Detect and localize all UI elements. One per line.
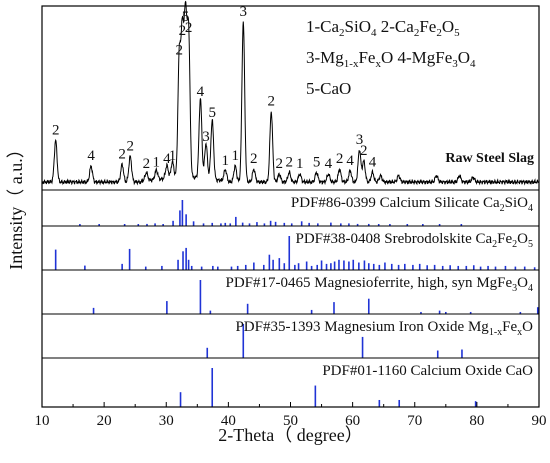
x-tick-label: 90 bbox=[532, 413, 547, 429]
peak-label: 2 bbox=[267, 94, 275, 110]
peak-label: 3 bbox=[202, 129, 210, 145]
reference-panel-label: PDF#35-1393 Magnesium Iron Oxide Mg1-xFe… bbox=[235, 319, 533, 338]
peak-label: 2 bbox=[360, 143, 368, 159]
peak-label: 2 bbox=[250, 151, 258, 167]
x-tick-label: 30 bbox=[159, 413, 174, 429]
peak-label: 5 bbox=[208, 105, 216, 121]
legend-line-2: 3-Mg1-xFexO 4-MgFe3O4 bbox=[306, 48, 476, 70]
peak-label: 2 bbox=[176, 42, 184, 58]
peak-label: 1 bbox=[222, 153, 230, 169]
reference-panel-label: PDF#86-0399 Calcium Silicate Ca2SiO4 bbox=[291, 195, 533, 214]
sample-name-label: Raw Steel Slag bbox=[445, 151, 534, 166]
x-tick-label: 70 bbox=[407, 413, 422, 429]
x-tick-label: 60 bbox=[345, 413, 360, 429]
peak-label: 5 bbox=[313, 154, 321, 170]
peak-label: 2 bbox=[143, 156, 151, 172]
peak-label: 4 bbox=[325, 156, 333, 172]
reference-panel-label: PDF#01-1160 Calcium Oxide CaO bbox=[322, 363, 533, 379]
x-axis-label: 2-Theta（ degree） bbox=[218, 425, 362, 445]
peak-label: 4 bbox=[369, 154, 377, 170]
sample-pattern-line bbox=[41, 0, 540, 186]
peak-label: 2 bbox=[52, 122, 60, 138]
peak-label: 2 bbox=[336, 151, 344, 167]
peak-label: 2 bbox=[118, 146, 126, 162]
peak-label: 3 bbox=[356, 132, 364, 148]
x-tick-label: 10 bbox=[35, 413, 50, 429]
peak-label: 1 bbox=[296, 156, 304, 172]
peak-label: 4 bbox=[163, 151, 171, 167]
x-tick-label: 50 bbox=[283, 413, 298, 429]
peak-label: 5 bbox=[182, 9, 190, 25]
legend-line-3: 5-CaO bbox=[306, 79, 351, 98]
x-tick-label: 20 bbox=[97, 413, 112, 429]
peak-label: 1 bbox=[169, 148, 177, 164]
peak-label: 1 bbox=[231, 148, 239, 164]
peak-label: 2 bbox=[286, 154, 294, 170]
reference-panel-label: PDF#17-0465 Magnesioferrite, high, syn M… bbox=[226, 275, 534, 294]
phase-legend: 1-Ca2SiO4 2-Ca2Fe2O5 3-Mg1-xFexO 4-MgFe3… bbox=[306, 17, 476, 98]
peak-label: 3 bbox=[240, 4, 248, 20]
x-tick-label: 40 bbox=[221, 413, 236, 429]
peak-label: 2 bbox=[126, 138, 134, 154]
peak-label: 4 bbox=[87, 148, 95, 164]
peak-label: 4 bbox=[346, 153, 354, 169]
peak-label: 2 bbox=[185, 20, 193, 36]
peak-label: 2 bbox=[179, 23, 187, 39]
y-axis-label: Intensity（ a.u.） bbox=[6, 140, 26, 269]
peak-label: 2 bbox=[276, 156, 284, 172]
peak-label: 1 bbox=[153, 154, 161, 170]
legend-line-1: 1-Ca2SiO4 2-Ca2Fe2O5 bbox=[306, 17, 460, 39]
x-tick-label: 80 bbox=[469, 413, 484, 429]
reference-panel-label: PDF#38-0408 Srebrodolskite Ca2Fe2O5 bbox=[295, 231, 533, 250]
peak-label: 4 bbox=[197, 84, 205, 100]
